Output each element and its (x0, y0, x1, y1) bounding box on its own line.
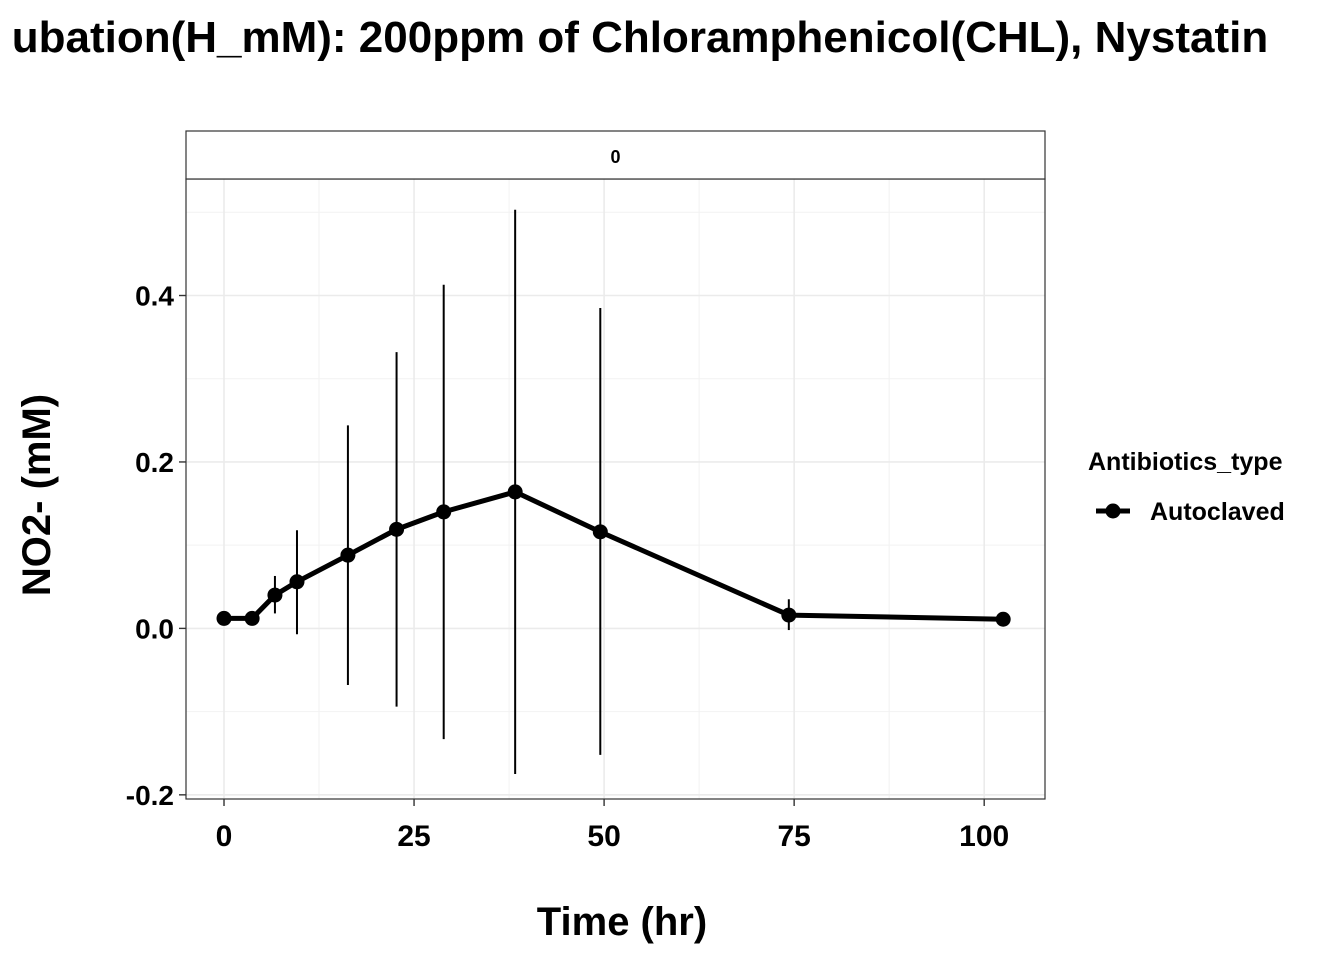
data-point (340, 547, 356, 563)
facet-strip: 0 (185, 130, 1046, 180)
panel-background (186, 179, 1045, 799)
x-tick-label: 100 (959, 820, 1009, 853)
legend: Antibiotics_type Autoclaved (1088, 448, 1285, 526)
data-point (592, 524, 608, 540)
legend-entry-label: Autoclaved (1150, 498, 1285, 526)
legend-key-point (1105, 503, 1121, 519)
x-tick-label: 75 (777, 820, 810, 853)
y-tick-label: 0.2 (135, 447, 174, 478)
legend-items: Autoclaved (1096, 498, 1285, 526)
y-tick-label: 0.0 (135, 613, 174, 644)
x-tick-label: 50 (587, 820, 620, 853)
plot-panel (185, 178, 1046, 800)
data-point (244, 610, 260, 626)
data-point (436, 504, 452, 520)
data-point (267, 587, 283, 603)
data-point (389, 521, 405, 537)
facet-strip-label: 0 (610, 147, 620, 167)
x-tick-label: 25 (397, 820, 430, 853)
minor-gridlines (186, 179, 1045, 799)
y-axis: -0.2 0.0 0.2 0.4 (126, 281, 186, 811)
y-tick-label: 0.4 (135, 281, 174, 312)
data-point (507, 484, 523, 500)
data-point (781, 607, 797, 623)
data-points (216, 484, 1011, 627)
y-tick-label: -0.2 (126, 780, 174, 811)
x-tick-label: 0 (216, 820, 233, 853)
data-point (216, 610, 232, 626)
x-axis-title: Time (hr) (537, 900, 707, 944)
x-axis: 0 25 50 75 100 (216, 799, 1009, 853)
data-point (289, 574, 305, 590)
chart-title: ubation(H_mM): 200ppm of Chloramphenicol… (12, 13, 1268, 62)
y-axis-title: NO2- (mM) (15, 394, 59, 596)
legend-title: Antibiotics_type (1088, 448, 1283, 476)
facet-strip-box (185, 130, 1046, 180)
major-gridlines (186, 179, 1045, 799)
data-point (995, 611, 1011, 627)
